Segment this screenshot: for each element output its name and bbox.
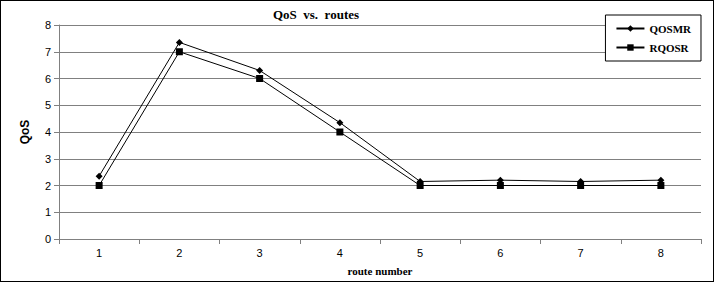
svg-text:2: 2 [45, 180, 51, 192]
svg-text:0: 0 [45, 233, 51, 245]
svg-text:6: 6 [497, 247, 503, 259]
svg-text:2: 2 [176, 247, 182, 259]
svg-text:3: 3 [257, 247, 263, 259]
svg-text:RQOSR: RQOSR [649, 42, 689, 54]
svg-text:5: 5 [417, 247, 423, 259]
svg-text:4: 4 [337, 247, 343, 259]
svg-text:7: 7 [45, 46, 51, 58]
svg-text:8: 8 [658, 247, 664, 259]
svg-text:route number: route number [348, 265, 413, 277]
svg-text:1: 1 [96, 247, 102, 259]
svg-text:5: 5 [45, 99, 51, 111]
svg-text:8: 8 [45, 19, 51, 31]
svg-text:6: 6 [45, 73, 51, 85]
svg-text:7: 7 [578, 247, 584, 259]
svg-text:3: 3 [45, 153, 51, 165]
svg-text:1: 1 [45, 206, 51, 218]
svg-text:QoS vs. routes: QoS vs. routes [273, 7, 359, 22]
svg-text:QOSMR: QOSMR [649, 23, 692, 35]
svg-text:QoS: QoS [18, 120, 32, 145]
svg-text:4: 4 [45, 126, 51, 138]
